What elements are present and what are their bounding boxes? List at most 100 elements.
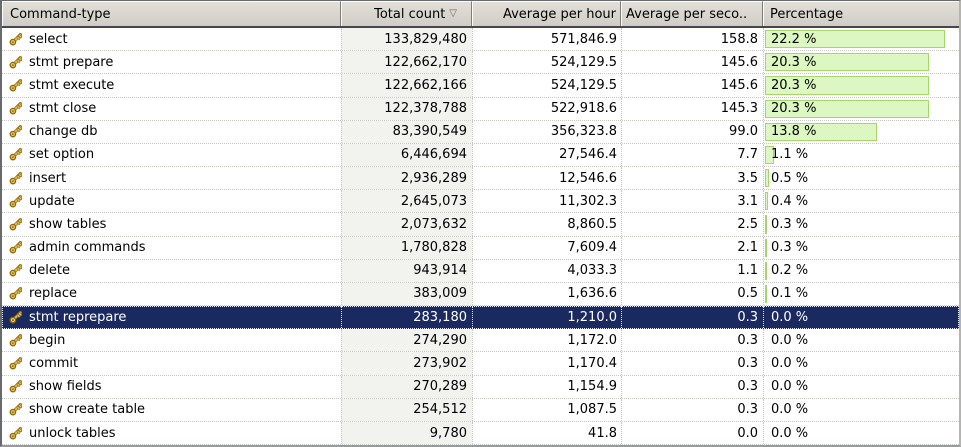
column-header-avg-per-hour[interactable]: Average per hour: [472, 1, 621, 26]
table-row[interactable]: show tables 2,073,632 8,860.5 2.5 0.3 %: [2, 213, 959, 237]
percentage-label: 0.0 %: [771, 332, 809, 348]
table-row[interactable]: set option 6,446,694 27,546.4 7.7 1.1 %: [2, 143, 959, 168]
command-type-label: update: [29, 193, 75, 209]
percentage-label: 0.3 %: [771, 240, 809, 256]
table-row[interactable]: begin 274,290 1,172.0 0.3 0.0 %: [2, 329, 959, 353]
avg-per-hour-cell: 8,860.5: [472, 213, 621, 236]
percentage-cell: 0.0 %: [763, 375, 959, 398]
key-icon: [9, 194, 22, 208]
avg-per-hour-cell: 1,172.0: [472, 329, 621, 352]
avg-per-second-cell: 145.6: [621, 51, 763, 74]
column-header-total-count[interactable]: Total count ▽: [341, 1, 472, 26]
command-type-label: admin commands: [29, 240, 146, 256]
column-header-percentage[interactable]: Percentage: [763, 1, 959, 26]
table-row[interactable]: replace 383,009 1,636.6 0.5 0.1 %: [2, 282, 959, 307]
command-type-label: replace: [29, 286, 78, 302]
total-count-cell: 383,009: [341, 282, 472, 306]
command-type-cell: begin: [2, 329, 341, 351]
percentage-cell: 0.1 %: [763, 282, 959, 306]
total-count-cell: 122,662,166: [341, 74, 472, 97]
table-row[interactable]: stmt prepare 122,662,170 524,129.5 145.6…: [2, 51, 959, 75]
percentage-bar: [765, 261, 767, 280]
avg-per-second-cell: 2.1: [621, 236, 763, 259]
key-icon: [9, 171, 22, 185]
column-header-label: Command-type: [10, 6, 111, 22]
avg-per-second-cell: 3.1: [621, 190, 763, 213]
percentage-label: 1.1 %: [771, 147, 809, 163]
key-icon: [9, 125, 22, 138]
command-type-cell: change db: [2, 121, 341, 143]
percentage-bar: [765, 145, 774, 165]
percentage-label: 20.3 %: [771, 54, 817, 70]
avg-per-second-cell: 145.6: [621, 74, 763, 97]
total-count-cell: 273,902: [341, 352, 472, 375]
command-type-cell: stmt prepare: [2, 51, 341, 73]
table-row[interactable]: show fields 270,289 1,154.9 0.3 0.0 %: [2, 375, 959, 399]
command-type-label: stmt execute: [29, 77, 115, 93]
table-row[interactable]: update 2,645,073 11,302.3 3.1 0.4 %: [2, 190, 959, 214]
key-icon: [9, 380, 22, 393]
command-type-cell: stmt close: [2, 98, 341, 120]
column-header-command-type[interactable]: Command-type: [2, 1, 341, 26]
command-type-cell: admin commands: [2, 237, 341, 259]
command-type-cell: delete: [2, 260, 341, 282]
column-header-label: Average per seco..: [626, 6, 748, 22]
avg-per-hour-cell: 7,609.4: [472, 236, 621, 259]
percentage-bar: [765, 169, 769, 188]
command-type-label: insert: [29, 170, 67, 186]
percentage-cell: 22.2 %: [763, 28, 959, 51]
percentage-bar: [765, 192, 768, 211]
table-row[interactable]: unlock tables 9,780 41.8 0.0 0.0 %: [2, 421, 959, 445]
avg-per-hour-cell: 524,129.5: [472, 74, 621, 97]
command-type-cell: insert: [2, 167, 341, 189]
column-header-label: Percentage: [770, 6, 844, 22]
avg-per-hour-cell: 522,918.6: [472, 97, 621, 120]
table-row[interactable]: admin commands 1,780,828 7,609.4 2.1 0.3…: [2, 236, 959, 260]
command-type-cell: unlock tables: [2, 422, 341, 444]
avg-per-second-cell: 0.3: [621, 398, 763, 421]
avg-per-second-cell: 145.3: [621, 97, 763, 120]
percentage-label: 13.8 %: [771, 124, 817, 140]
table-row[interactable]: show create table 254,512 1,087.5 0.3 0.…: [2, 398, 959, 422]
total-count-cell: 274,290: [341, 329, 472, 352]
total-count-cell: 283,180: [341, 306, 472, 329]
percentage-bar: [765, 284, 767, 304]
key-icon: [9, 333, 22, 347]
total-count-cell: 122,662,170: [341, 51, 472, 74]
key-icon: [9, 241, 22, 254]
command-type-label: change db: [29, 124, 98, 140]
table-row[interactable]: delete 943,914 4,033.3 1.1 0.2 %: [2, 259, 959, 283]
percentage-cell: 1.1 %: [763, 143, 959, 167]
avg-per-second-cell: 3.5: [621, 167, 763, 190]
total-count-cell: 6,446,694: [341, 143, 472, 167]
avg-per-second-cell: 7.7: [621, 143, 763, 167]
table-row[interactable]: stmt close 122,378,788 522,918.6 145.3 2…: [2, 97, 959, 121]
total-count-cell: 2,936,289: [341, 167, 472, 190]
percentage-bar: [765, 76, 929, 95]
avg-per-hour-cell: 356,323.8: [472, 120, 621, 143]
table-row[interactable]: insert 2,936,289 12,546.6 3.5 0.5 %: [2, 167, 959, 191]
key-icon: [9, 78, 22, 92]
column-header-avg-per-second[interactable]: Average per seco..: [621, 1, 763, 26]
percentage-label: 0.2 %: [771, 263, 809, 279]
percentage-cell: 0.5 %: [763, 167, 959, 190]
percentage-bar: [765, 238, 767, 257]
key-icon: [9, 287, 22, 300]
table-row[interactable]: stmt execute 122,662,166 524,129.5 145.6…: [2, 74, 959, 98]
command-type-label: select: [29, 31, 68, 47]
table-row[interactable]: select 133,829,480 571,846.9 158.8 22.2 …: [2, 28, 959, 52]
total-count-cell: 270,289: [341, 375, 472, 398]
percentage-cell: 20.3 %: [763, 97, 959, 120]
avg-per-hour-cell: 1,636.6: [472, 282, 621, 306]
avg-per-second-cell: 158.8: [621, 28, 763, 51]
table-row[interactable]: change db 83,390,549 356,323.8 99.0 13.8…: [2, 120, 959, 144]
command-type-cell: update: [2, 190, 341, 212]
table-row[interactable]: stmt reprepare 283,180 1,210.0 0.3 0.0 %: [2, 306, 959, 330]
command-type-label: stmt prepare: [29, 54, 114, 70]
percentage-cell: 0.3 %: [763, 213, 959, 236]
avg-per-hour-cell: 4,033.3: [472, 259, 621, 282]
command-type-label: show create table: [29, 402, 146, 418]
avg-per-hour-cell: 12,546.6: [472, 167, 621, 190]
avg-per-second-cell: 0.3: [621, 329, 763, 352]
table-row[interactable]: commit 273,902 1,170.4 0.3 0.0 %: [2, 352, 959, 376]
